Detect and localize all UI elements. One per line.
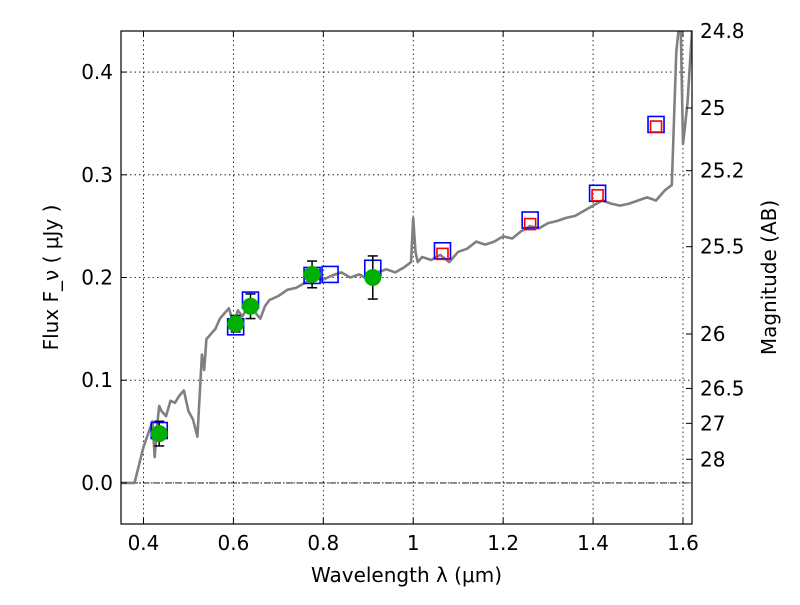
model-photometry-square: [321, 265, 339, 284]
right-axis-label: Magnitude (AB): [757, 200, 781, 355]
right-tick-label: 25: [700, 96, 725, 120]
observed-photometry-point: [150, 425, 168, 443]
x-tick-label: 1: [407, 531, 420, 555]
right-tick-label: 28: [700, 447, 725, 471]
observed-photometry-point: [364, 269, 382, 286]
axis-ticks: 0.4 0.6 0.8 1 1.2 1.4 1.6 0.0 0.1 0.2 0.3 0.4 24.8 25…: [81, 19, 744, 555]
x-tick-label: 1.6: [667, 531, 699, 555]
predicted-photometry-square: [436, 247, 449, 261]
y-tick-label: 0.4: [81, 60, 113, 84]
y-tick-label: 0.0: [81, 471, 113, 495]
model-sed-line: [121, 31, 692, 485]
model-sed-layer: [121, 31, 692, 485]
x-axis-label: Wavelength λ (μm): [311, 563, 502, 587]
predicted-photometry-square: [591, 189, 604, 202]
model-photometry-square: [521, 211, 539, 229]
right-tick-label: 24.8: [700, 19, 745, 43]
right-tick-label: 26.5: [700, 376, 745, 400]
y-tick-label: 0.2: [81, 266, 113, 290]
x-tick-label: 0.8: [307, 531, 339, 555]
x-tick-label: 1.4: [577, 531, 609, 555]
observed-photometry-point: [303, 265, 321, 283]
grid: [121, 31, 692, 524]
predicted-photometry-square: [523, 217, 537, 231]
predicted-photometry-square: [649, 120, 663, 133]
photometry-layer: [150, 115, 665, 447]
observed-photometry-point: [227, 315, 245, 333]
x-tick-label: 1.2: [487, 531, 519, 555]
y-tick-label: 0.1: [81, 368, 113, 392]
right-tick-label: 27: [700, 411, 725, 435]
right-tick-label: 25.5: [700, 235, 745, 259]
right-tick-label: 26: [700, 322, 725, 346]
y-tick-label: 0.3: [81, 163, 113, 187]
right-tick-label: 25.2: [700, 159, 745, 183]
x-tick-label: 0.4: [128, 531, 160, 555]
observed-photometry-point: [241, 297, 259, 315]
x-tick-label: 0.6: [217, 531, 249, 555]
y-axis-label: Flux F_ν ( μJy ): [39, 205, 63, 351]
